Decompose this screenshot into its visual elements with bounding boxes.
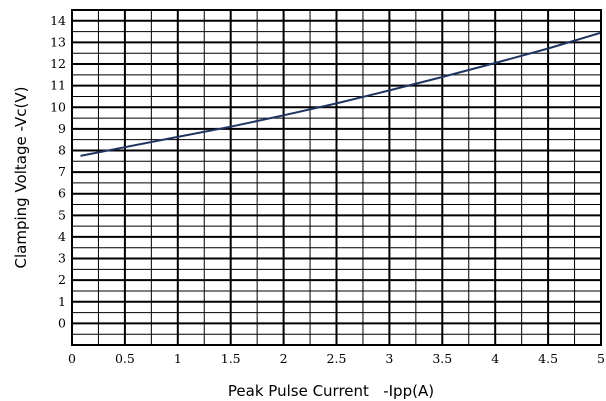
y-tick-label: 14 [50,13,66,28]
x-tick-label: 5 [597,351,605,366]
x-tick-label: 0 [68,351,76,366]
y-tick-label: 6 [58,186,66,201]
y-tick-label: 3 [58,251,66,266]
y-tick-label: 12 [50,56,66,71]
y-tick-label: 7 [58,164,66,179]
y-tick-label: 10 [50,99,66,114]
x-axis-label: Peak Pulse Current -Ipp(A) [228,382,434,400]
y-tick-label: 4 [58,229,66,244]
x-tick-label: 2 [280,351,288,366]
x-tick-label: 2.5 [327,351,347,366]
plot-frame [71,9,602,346]
x-tick-label: 1 [174,351,182,366]
y-tick-label: 2 [58,272,66,287]
x-tick-label: 3.5 [432,351,452,366]
y-tick-label: 11 [50,78,66,93]
y-tick-label: 13 [50,34,66,49]
x-tick-label: 1.5 [221,351,241,366]
x-tick-label: 0.5 [115,351,135,366]
series-line [80,31,602,157]
x-tick-label: 4.5 [538,351,558,366]
y-tick-label: 5 [58,207,66,222]
y-tick-label: 1 [58,294,66,309]
x-tick-label: 3 [385,351,393,366]
tick-labels: 0 0.5 1 1.5 2 2.5 3 3.5 4 4.5 50123456789101112131… [50,13,605,366]
y-tick-label: 0 [58,315,66,330]
y-tick-label: 8 [58,142,66,157]
y-axis-label: Clamping Voltage -Vc(V) [12,87,30,269]
y-tick-label: 9 [58,121,66,136]
x-tick-label: 4 [491,351,499,366]
grid [71,9,602,346]
series [80,31,602,157]
